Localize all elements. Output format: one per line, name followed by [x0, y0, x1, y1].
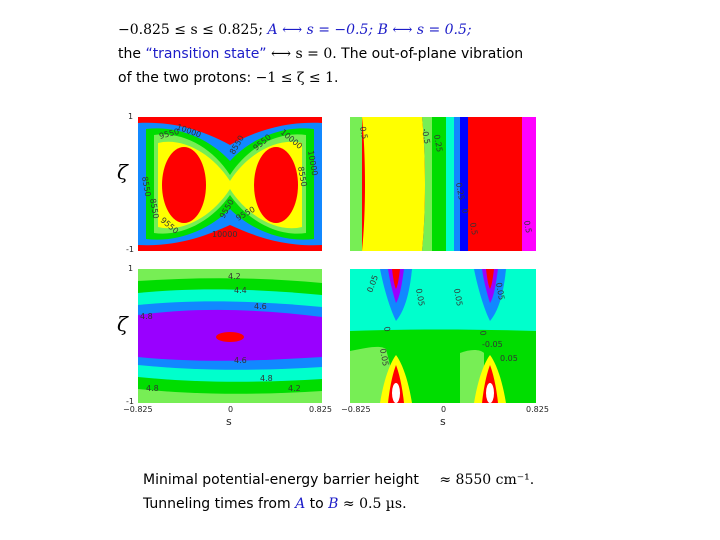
tr-region-magenta [522, 117, 536, 251]
br-label-2: 0.05 [414, 288, 426, 307]
tr-region-yellow [362, 117, 425, 251]
tl-label-12: 10000 [306, 150, 319, 177]
br-region-red-top-left [392, 269, 400, 289]
br-label-3: 0.05 [452, 288, 464, 307]
bl-label-2: 4.4 [234, 286, 247, 295]
s-range: −0.825 ≤ s ≤ 0.825; [118, 22, 264, 38]
transition-state-mapping: ⟷ s = 0. [266, 46, 337, 62]
tl-label-3: 8550 [140, 176, 152, 198]
a-mapping: A ⟷ s = −0.5; [267, 22, 374, 38]
transition-state-term: “transition state” [145, 46, 267, 62]
bl-label-4: 4.8 [140, 312, 153, 321]
tr-region-darkblue [460, 117, 468, 251]
plot-top-left: 10000 9550 8550 8550 9550 10000 8550 955… [138, 117, 322, 251]
plot-bottom-right: 0.05 0.05 0.05 0.05 0 0 -0.05 0.05 0.05 [350, 269, 536, 403]
s-tick-zero-right: 0 [441, 405, 447, 414]
br-label-5: 0 [382, 326, 392, 333]
tunneling-value: ≈ 0.5 µs. [338, 496, 407, 512]
tr-region-cyan [446, 117, 454, 251]
zeta-tick-top-1: 1 [128, 112, 134, 121]
tr-label-2: -0.5 [420, 128, 432, 145]
barrier-value: ≈ 8550 cm⁻¹ [439, 472, 530, 488]
tr-label-5: 0 [460, 208, 470, 215]
intro-line-1: −0.825 ≤ s ≤ 0.825; A ⟷ s = −0.5; B ⟷ s … [118, 18, 558, 42]
tl-label-4: 8550 [148, 198, 160, 220]
tr-region-green [432, 117, 446, 251]
br-label-9: 0.05 [500, 354, 518, 363]
b-mapping: B ⟷ s = 0.5; [377, 22, 472, 38]
br-region-red-top-right [486, 269, 494, 289]
tunneling-prefix: Tunneling times from [143, 496, 296, 512]
br-region-white-left [392, 383, 400, 403]
bl-label-3: 4.6 [254, 302, 267, 311]
br-label-8: 0.05 [378, 348, 390, 367]
tr-label-6: 0.5 [468, 222, 479, 236]
s-axis-label-left: s [226, 415, 232, 428]
tr-label-4: 0.25 [454, 182, 466, 201]
bl-center-red [216, 332, 244, 342]
barrier-suffix: . [529, 472, 535, 488]
tunneling-b: B [328, 496, 339, 512]
tr-strip-lightgreen-left [350, 117, 362, 251]
s-tick-max-left: 0.825 [309, 405, 332, 414]
bl-label-6: 4.8 [260, 374, 273, 383]
bl-label-5: 4.6 [234, 356, 247, 365]
zeta-tick-bottom-2: -1 [126, 397, 134, 406]
bl-label-7: 4.8 [146, 384, 159, 393]
zeta-tick-bottom-1: -1 [126, 245, 134, 254]
tr-region-lightgreen [422, 117, 434, 251]
br-label-7: -0.05 [482, 340, 503, 349]
br-label-4: 0.05 [494, 282, 506, 301]
intro-line-2: the “transition state” ⟷ s = 0. The out-… [118, 42, 558, 66]
plot-bottom-left: 4.2 4.4 4.6 4.8 4.6 4.8 4.8 4.2 [138, 269, 322, 403]
bl-label-1: 4.2 [228, 272, 241, 281]
br-region-white-right [486, 383, 494, 403]
barrier-label: Minimal potential-energy barrier height [143, 472, 419, 488]
intro-line-3-suffix: . [334, 70, 339, 86]
zeta-axis-label-top: ζ [117, 160, 128, 184]
zeta-axis-label-bottom: ζ [117, 312, 128, 336]
tl-label-6: 10000 [212, 230, 237, 239]
tunneling-to: to [305, 496, 329, 512]
tr-label-7: 0.5 [522, 220, 533, 234]
tl-well-a [162, 147, 206, 223]
summary-line-2: Tunneling times from A to B ≈ 0.5 µs. [143, 492, 534, 516]
plot-top-right: 0.5 -0.5 0.25 0.25 0 0.5 0.5 [350, 117, 536, 251]
s-tick-min-right: −0.825 [341, 405, 371, 414]
tr-region-red [468, 117, 522, 251]
tr-region-blue [454, 117, 460, 251]
s-tick-zero-left: 0 [228, 405, 234, 414]
summary-text: Minimal potential-energy barrier height … [143, 468, 534, 516]
zeta-range: −1 ≤ ζ ≤ 1 [255, 70, 335, 86]
summary-line-1: Minimal potential-energy barrier height … [143, 468, 534, 492]
tr-label-3: 0.25 [432, 134, 444, 153]
intro-line-2-prefix: the [118, 46, 146, 62]
intro-line-2-suffix: The out-of-plane vibration [336, 46, 524, 62]
bl-label-8: 4.2 [288, 384, 301, 393]
s-tick-max-right: 0.825 [526, 405, 549, 414]
intro-line-3: of the two protons: −1 ≤ ζ ≤ 1. [118, 66, 558, 90]
zeta-tick-top-2: 1 [128, 264, 134, 273]
intro-text: −0.825 ≤ s ≤ 0.825; A ⟷ s = −0.5; B ⟷ s … [118, 18, 558, 90]
tl-label-11: 8550 [296, 166, 308, 188]
intro-line-3-prefix: of the two protons: [118, 70, 256, 86]
s-tick-min-left: −0.825 [123, 405, 153, 414]
s-axis-label-right: s [440, 415, 446, 428]
tunneling-a: A [295, 496, 306, 512]
tl-well-b [254, 147, 298, 223]
tr-label-1: 0.5 [358, 126, 369, 140]
br-label-6: 0 [478, 330, 488, 337]
